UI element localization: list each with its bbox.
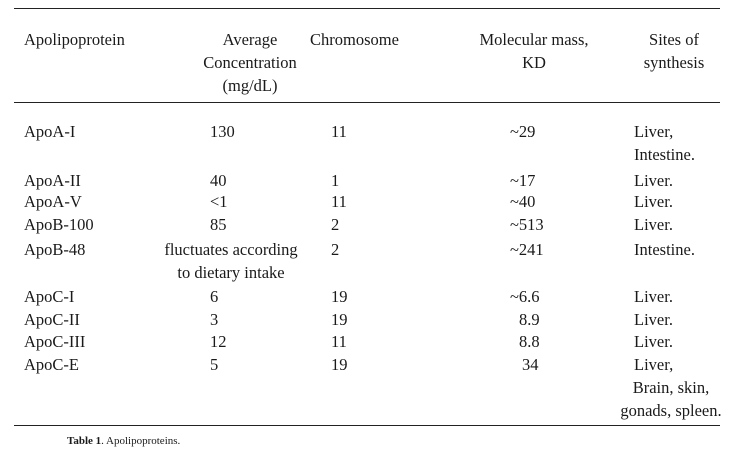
row-apoc-iii-chromosome: 11 (331, 332, 347, 351)
row-apoc-e-sites-2: Brain, skin, (632, 378, 710, 397)
row-apoc-ii-sites: Liver. (634, 310, 673, 329)
caption-text: . Apolipoproteins. (101, 435, 181, 447)
row-apoc-iii-name: ApoC-III (24, 332, 86, 351)
row-apob-100-concentration: 85 (210, 215, 227, 234)
row-apoa-v-sites: Liver. (634, 192, 673, 211)
row-apoa-v-mass: ~40 (510, 192, 536, 211)
row-apob-48-concentration-2: to dietary intake (177, 263, 285, 282)
row-apoc-ii-name: ApoC-II (24, 310, 80, 329)
row-apoc-ii-mass: 8.9 (519, 310, 540, 329)
header-concentration-line-1: Average (222, 30, 278, 49)
row-apoc-iii-sites: Liver. (634, 332, 673, 351)
row-apoa-i-mass: ~29 (510, 122, 536, 141)
row-apoc-e-mass: 34 (522, 355, 539, 374)
row-apoa-v-chromosome: 11 (331, 192, 347, 211)
header-sites-line-1: Sites of (649, 30, 699, 49)
row-apob-100-mass: ~513 (510, 215, 544, 234)
row-apoa-i-chromosome: 11 (331, 122, 347, 141)
row-apoc-ii-chromosome: 19 (331, 310, 348, 329)
row-apob-100-sites: Liver. (634, 215, 673, 234)
header-rule (14, 102, 720, 103)
row-apoc-ii-concentration: 3 (210, 310, 219, 329)
row-apoa-ii-name: ApoA-II (24, 171, 81, 190)
row-apoa-i-sites-2: Intestine. (634, 145, 695, 164)
header-chromosome: Chromosome (310, 30, 399, 49)
caption-label: Table 1 (67, 435, 102, 447)
row-apoa-v-name: ApoA-V (24, 192, 82, 211)
header-apolipoprotein: Apolipoprotein (24, 30, 125, 49)
row-apoc-i-concentration: 6 (210, 287, 219, 306)
row-apoa-ii-concentration: 40 (210, 171, 227, 190)
row-apoa-ii-mass: ~17 (510, 171, 536, 190)
row-apoc-i-chromosome: 19 (331, 287, 348, 306)
row-apoa-v-concentration: <1 (210, 192, 228, 211)
row-apoa-i-concentration: 130 (210, 122, 235, 141)
header-molecular-mass-line-2: KD (522, 53, 546, 72)
header-concentration-line-2: Concentration (203, 53, 297, 72)
row-apob-48-sites: Intestine. (634, 240, 695, 259)
row-apob-48-concentration-1: fluctuates according (164, 240, 298, 259)
header-sites-line-2: synthesis (643, 53, 705, 72)
row-apoa-ii-chromosome: 1 (331, 171, 340, 190)
header-molecular-mass-line-1: Molecular mass, (479, 30, 589, 49)
row-apoc-e-name: ApoC-E (24, 355, 79, 374)
row-apoa-ii-sites: Liver. (634, 171, 673, 190)
row-apoc-i-sites: Liver. (634, 287, 673, 306)
row-apoc-e-sites-3: gonads, spleen. (620, 401, 722, 420)
header-concentration-line-3: (mg/dL) (222, 76, 278, 95)
row-apoc-iii-mass: 8.8 (519, 332, 540, 351)
table-bottom-rule (14, 425, 720, 426)
row-apob-100-chromosome: 2 (331, 215, 340, 234)
table-caption: Table 1. Apolipoproteins. (67, 435, 180, 448)
row-apoc-iii-concentration: 12 (210, 332, 227, 351)
row-apob-48-mass: ~241 (510, 240, 544, 259)
row-apob-100-name: ApoB-100 (24, 215, 94, 234)
row-apoc-i-name: ApoC-I (24, 287, 75, 306)
table-top-rule (14, 8, 720, 9)
row-apoc-i-mass: ~6.6 (510, 287, 540, 306)
row-apob-48-chromosome: 2 (331, 240, 340, 259)
row-apoa-i-sites-1: Liver, (634, 122, 674, 141)
row-apoa-i-name: ApoA-I (24, 122, 76, 141)
row-apoc-e-concentration: 5 (210, 355, 219, 374)
row-apoc-e-sites-1: Liver, (634, 355, 674, 374)
row-apob-48-name: ApoB-48 (24, 240, 86, 259)
row-apoc-e-chromosome: 19 (331, 355, 348, 374)
